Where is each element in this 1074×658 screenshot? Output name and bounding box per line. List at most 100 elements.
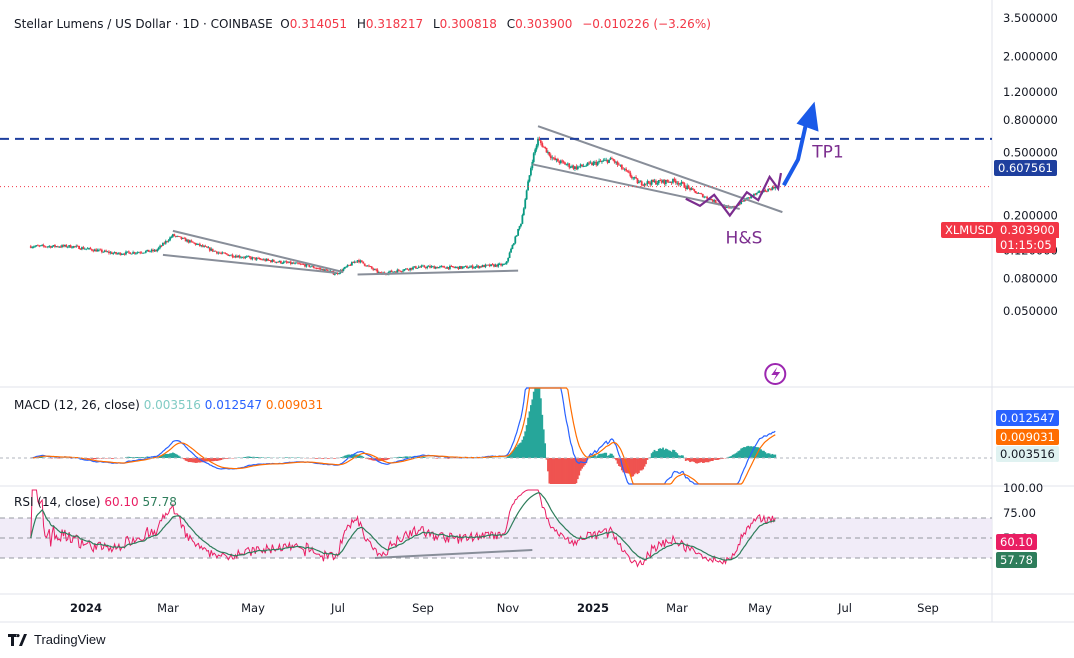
candle-body bbox=[484, 264, 487, 268]
candle-body bbox=[291, 262, 294, 264]
candle-body bbox=[601, 161, 603, 163]
candle-body bbox=[358, 260, 360, 263]
candles bbox=[29, 136, 777, 276]
candle-body bbox=[187, 239, 190, 243]
macd-hist-bar bbox=[220, 458, 223, 461]
candle-body bbox=[160, 245, 163, 247]
candle-body bbox=[758, 191, 761, 193]
macd-hist-bar bbox=[717, 458, 720, 460]
macd-hist-bar bbox=[512, 449, 515, 458]
candle-body bbox=[285, 261, 288, 263]
candle-body bbox=[66, 246, 69, 248]
macd-hist-bar bbox=[689, 458, 691, 463]
candle-body bbox=[75, 245, 78, 247]
macd-hist-bar bbox=[697, 458, 700, 464]
candle-body bbox=[100, 249, 103, 253]
macd-hist-bar bbox=[596, 455, 599, 458]
candle-body bbox=[218, 252, 221, 254]
macd-hist-bar bbox=[666, 449, 669, 458]
macd-hist-bar bbox=[368, 458, 370, 460]
candle-body bbox=[122, 253, 125, 255]
macd-hist-bar bbox=[515, 446, 518, 458]
macd-hist-bar bbox=[387, 458, 390, 460]
macd-legend[interactable]: MACD (12, 26, close) 0.003516 0.012547 0… bbox=[14, 398, 323, 412]
candle-body bbox=[136, 252, 139, 254]
candle-body bbox=[173, 234, 176, 237]
macd-hist-bar bbox=[767, 453, 770, 458]
candle-body bbox=[490, 264, 493, 267]
target-arrow-shaft bbox=[782, 121, 809, 187]
macd-hist-bar bbox=[287, 457, 289, 458]
macd-hist-bar bbox=[568, 458, 571, 484]
candle-body bbox=[265, 258, 268, 261]
macd-hist-bar bbox=[660, 448, 663, 458]
rsi-legend[interactable]: RSI (14, close) 60.10 57.78 bbox=[14, 495, 177, 509]
candle-body bbox=[316, 268, 319, 270]
candle-body bbox=[164, 241, 167, 244]
macd-hist-bar bbox=[254, 457, 257, 458]
macd-hist-bar bbox=[664, 448, 667, 458]
macd-hist-bar bbox=[682, 455, 684, 458]
macd-hist-bar bbox=[490, 457, 493, 458]
candle-body bbox=[635, 177, 637, 179]
candle-body bbox=[741, 200, 744, 202]
candle-body bbox=[404, 268, 407, 270]
macd-hist-bar bbox=[386, 458, 389, 460]
candle-body bbox=[663, 179, 666, 184]
candle-body bbox=[31, 247, 34, 248]
candle-body bbox=[159, 245, 161, 248]
macd-hist-bar bbox=[770, 454, 772, 458]
candle-body bbox=[429, 265, 431, 268]
macd-hist-bar bbox=[549, 458, 552, 484]
candle-body bbox=[341, 270, 343, 272]
candle-body bbox=[277, 261, 279, 263]
macd-hist-bar bbox=[764, 452, 767, 458]
candle-body bbox=[315, 268, 318, 269]
macd-hist-bar bbox=[655, 451, 657, 458]
candle-body bbox=[149, 251, 152, 253]
macd-hist-bar bbox=[728, 456, 731, 458]
macd-hist-bar bbox=[353, 454, 356, 458]
candle-body bbox=[618, 164, 620, 166]
macd-hist-bar bbox=[707, 458, 710, 463]
candle-body bbox=[557, 158, 559, 162]
macd-hist-bar bbox=[403, 456, 406, 458]
candle-body bbox=[32, 246, 35, 248]
candle-body bbox=[753, 193, 755, 196]
macd-hist-bar bbox=[213, 458, 215, 462]
candle-body bbox=[498, 263, 501, 265]
candle-body bbox=[44, 246, 46, 247]
macd-hist-bar bbox=[216, 458, 218, 461]
macd-hist-bar bbox=[619, 458, 622, 467]
candle-body bbox=[774, 186, 777, 189]
macd-hist-bar bbox=[221, 458, 224, 460]
macd-hist-bar bbox=[561, 458, 564, 484]
macd-hist-bar bbox=[663, 449, 666, 458]
candle-body bbox=[308, 264, 311, 267]
candle-body bbox=[740, 200, 743, 205]
candle-body bbox=[289, 261, 292, 264]
macd-hist-bar bbox=[527, 417, 529, 458]
macd-hist-bar bbox=[758, 447, 761, 458]
candle-body bbox=[520, 223, 522, 227]
candle-body bbox=[262, 259, 265, 261]
candle-body bbox=[592, 162, 595, 166]
macd-hist-bar bbox=[662, 447, 664, 458]
candle-body bbox=[497, 263, 500, 267]
macd-hist-bar bbox=[748, 446, 751, 458]
candle-body bbox=[180, 236, 183, 239]
time-tick-label: Mar bbox=[157, 601, 179, 615]
candle-body bbox=[501, 264, 504, 266]
candle-body bbox=[208, 247, 211, 251]
macd-hist-bar bbox=[659, 448, 662, 458]
macd-hist-bar bbox=[88, 458, 90, 459]
brand-footer[interactable]: TradingView bbox=[8, 632, 106, 647]
candle-body bbox=[373, 269, 376, 271]
macd-hist-bar bbox=[423, 457, 426, 458]
macd-hist-bar bbox=[738, 450, 741, 458]
target-arrow-head bbox=[796, 101, 819, 132]
candle-body bbox=[679, 183, 681, 185]
candle-body bbox=[480, 266, 483, 268]
macd-hist-bar bbox=[521, 439, 524, 458]
